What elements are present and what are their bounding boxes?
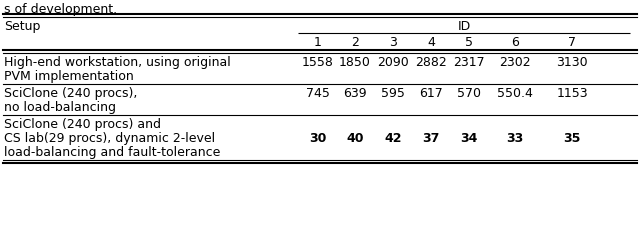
Text: 2317: 2317 — [453, 56, 485, 69]
Text: 4: 4 — [427, 36, 435, 49]
Text: s of development.: s of development. — [4, 3, 117, 16]
Text: High-end workstation, using original: High-end workstation, using original — [4, 56, 231, 69]
Text: 2882: 2882 — [415, 56, 447, 69]
Text: 1153: 1153 — [556, 87, 588, 100]
Text: 42: 42 — [384, 132, 402, 145]
Text: 34: 34 — [460, 132, 477, 145]
Text: 33: 33 — [506, 132, 524, 145]
Text: ID: ID — [458, 20, 470, 33]
Text: PVM implementation: PVM implementation — [4, 70, 134, 83]
Text: 2090: 2090 — [377, 56, 409, 69]
Text: 570: 570 — [457, 87, 481, 100]
Text: 40: 40 — [346, 132, 364, 145]
Text: 37: 37 — [422, 132, 440, 145]
Text: 2302: 2302 — [499, 56, 531, 69]
Text: SciClone (240 procs),: SciClone (240 procs), — [4, 87, 138, 100]
Text: 745: 745 — [306, 87, 330, 100]
Text: 1850: 1850 — [339, 56, 371, 69]
Text: 6: 6 — [511, 36, 519, 49]
Text: 30: 30 — [309, 132, 326, 145]
Text: 1558: 1558 — [302, 56, 334, 69]
Text: CS lab(29 procs), dynamic 2-level: CS lab(29 procs), dynamic 2-level — [4, 132, 215, 145]
Text: Setup: Setup — [4, 20, 40, 33]
Text: 639: 639 — [343, 87, 367, 100]
Text: 595: 595 — [381, 87, 405, 100]
Text: 2: 2 — [351, 36, 359, 49]
Text: load-balancing and fault-tolerance: load-balancing and fault-tolerance — [4, 146, 220, 159]
Text: 7: 7 — [568, 36, 576, 49]
Text: 550.4: 550.4 — [497, 87, 533, 100]
Text: 617: 617 — [419, 87, 443, 100]
Text: no load-balancing: no load-balancing — [4, 101, 116, 114]
Text: 1: 1 — [314, 36, 322, 49]
Text: 3130: 3130 — [556, 56, 588, 69]
Text: 5: 5 — [465, 36, 473, 49]
Text: 35: 35 — [563, 132, 580, 145]
Text: SciClone (240 procs) and: SciClone (240 procs) and — [4, 118, 161, 131]
Text: 3: 3 — [389, 36, 397, 49]
